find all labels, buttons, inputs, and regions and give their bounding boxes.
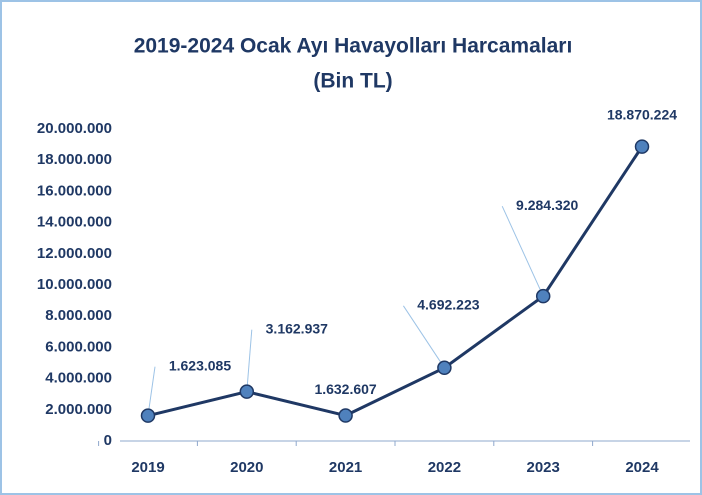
x-tick-label: 2022 bbox=[428, 459, 461, 476]
leader-line bbox=[246, 329, 253, 392]
chart-title: 2019-2024 Ocak Ayı Havayolları Harcamala… bbox=[134, 35, 573, 58]
x-tick-label: 2024 bbox=[625, 459, 659, 476]
y-tick-label: 0 bbox=[104, 432, 112, 449]
leader-line bbox=[402, 305, 445, 369]
line bbox=[147, 145, 644, 418]
y-tick-label: 14.000.000 bbox=[37, 214, 112, 231]
x-tick-label: 2021 bbox=[329, 459, 362, 476]
marker bbox=[634, 139, 650, 154]
y-tick-label: 18.000.000 bbox=[37, 151, 112, 168]
leader-line bbox=[147, 366, 156, 416]
y-tick-label: 6.000.000 bbox=[45, 338, 112, 355]
leader-line bbox=[501, 205, 544, 297]
marker bbox=[140, 408, 156, 423]
data-label: 1.623.085 bbox=[169, 357, 231, 373]
data-label: 9.284.320 bbox=[516, 197, 578, 213]
y-tick-label: 10.000.000 bbox=[37, 276, 112, 293]
y-tick-label: 2.000.000 bbox=[45, 401, 112, 418]
marker bbox=[535, 288, 551, 304]
data-label: 3.162.937 bbox=[266, 320, 328, 336]
y-tick-label: 12.000.000 bbox=[37, 245, 112, 262]
y-tick-label: 4.000.000 bbox=[45, 370, 112, 387]
x-tick-label: 2023 bbox=[527, 459, 560, 476]
data-label: 18.870.224 bbox=[607, 106, 677, 122]
y-tick-label: 8.000.000 bbox=[45, 307, 112, 324]
marker bbox=[239, 384, 255, 399]
data-label: 4.692.223 bbox=[417, 297, 479, 313]
marker bbox=[338, 408, 353, 423]
data-label: 1.632.607 bbox=[314, 381, 376, 397]
y-tick-label: 20.000.000 bbox=[37, 120, 112, 137]
x-tick-label: 2019 bbox=[131, 459, 164, 476]
marker bbox=[437, 360, 452, 376]
y-tick-label: 16.000.000 bbox=[37, 182, 112, 199]
x-tick-label: 2020 bbox=[230, 459, 263, 476]
chart-subtitle: (Bin TL) bbox=[313, 70, 392, 93]
